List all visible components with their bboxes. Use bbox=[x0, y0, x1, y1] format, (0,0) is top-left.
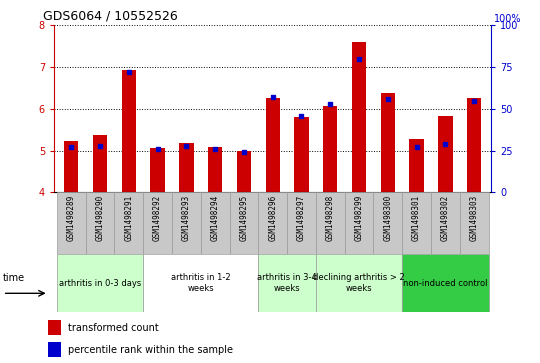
Text: GSM1498295: GSM1498295 bbox=[239, 195, 248, 241]
Bar bbox=[467, 98, 481, 192]
Bar bbox=[266, 98, 280, 192]
Bar bbox=[179, 143, 193, 192]
Bar bbox=[402, 254, 489, 312]
Text: time: time bbox=[3, 273, 25, 283]
Bar bbox=[345, 192, 374, 254]
Bar bbox=[381, 93, 395, 192]
Bar bbox=[122, 70, 136, 192]
Bar bbox=[143, 192, 172, 254]
Bar bbox=[402, 192, 431, 254]
Text: GSM1498296: GSM1498296 bbox=[268, 195, 277, 241]
Text: non-induced control: non-induced control bbox=[403, 279, 488, 287]
Text: GSM1498299: GSM1498299 bbox=[355, 195, 363, 241]
Text: percentile rank within the sample: percentile rank within the sample bbox=[68, 345, 233, 355]
Bar bbox=[323, 106, 338, 192]
Text: 100%: 100% bbox=[494, 13, 522, 24]
Text: GSM1498301: GSM1498301 bbox=[412, 195, 421, 241]
Bar bbox=[208, 147, 222, 192]
Bar bbox=[48, 342, 61, 357]
Text: transformed count: transformed count bbox=[68, 323, 159, 333]
Bar bbox=[316, 254, 402, 312]
Bar bbox=[93, 135, 107, 192]
Bar bbox=[230, 192, 258, 254]
Text: GSM1498294: GSM1498294 bbox=[211, 195, 220, 241]
Text: GSM1498293: GSM1498293 bbox=[182, 195, 191, 241]
Bar bbox=[201, 192, 230, 254]
Bar bbox=[143, 254, 258, 312]
Bar bbox=[352, 42, 366, 192]
Bar bbox=[287, 192, 316, 254]
Bar bbox=[294, 117, 309, 192]
Text: GSM1498289: GSM1498289 bbox=[67, 195, 76, 241]
Bar bbox=[316, 192, 345, 254]
Bar bbox=[86, 192, 114, 254]
Text: arthritis in 1-2
weeks: arthritis in 1-2 weeks bbox=[171, 273, 231, 293]
Text: declining arthritis > 2
weeks: declining arthritis > 2 weeks bbox=[313, 273, 405, 293]
Bar bbox=[374, 192, 402, 254]
Bar bbox=[57, 192, 86, 254]
Bar bbox=[64, 142, 78, 192]
Bar bbox=[151, 148, 165, 192]
Text: GDS6064 / 10552526: GDS6064 / 10552526 bbox=[43, 9, 178, 22]
Bar bbox=[172, 192, 201, 254]
Text: arthritis in 0-3 days: arthritis in 0-3 days bbox=[59, 279, 141, 287]
Text: GSM1498303: GSM1498303 bbox=[470, 195, 478, 241]
Bar bbox=[438, 116, 453, 192]
Text: GSM1498297: GSM1498297 bbox=[297, 195, 306, 241]
Text: GSM1498291: GSM1498291 bbox=[124, 195, 133, 241]
Bar bbox=[237, 151, 251, 192]
Text: GSM1498292: GSM1498292 bbox=[153, 195, 162, 241]
Text: GSM1498302: GSM1498302 bbox=[441, 195, 450, 241]
Bar bbox=[460, 192, 489, 254]
Bar bbox=[48, 320, 61, 335]
Bar bbox=[114, 192, 143, 254]
Text: GSM1498300: GSM1498300 bbox=[383, 195, 392, 241]
Bar bbox=[258, 254, 316, 312]
Bar bbox=[431, 192, 460, 254]
Text: GSM1498290: GSM1498290 bbox=[96, 195, 105, 241]
Text: arthritis in 3-4
weeks: arthritis in 3-4 weeks bbox=[257, 273, 317, 293]
Bar bbox=[258, 192, 287, 254]
Bar bbox=[409, 139, 424, 192]
Bar bbox=[57, 254, 143, 312]
Text: GSM1498298: GSM1498298 bbox=[326, 195, 335, 241]
